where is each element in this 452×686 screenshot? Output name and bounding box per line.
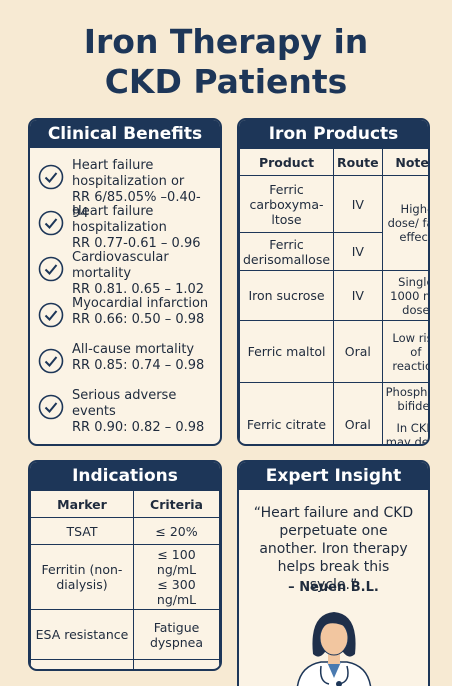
benefit-text: Myocardial infarction RR 0.66: 0.50 – 0.9…	[72, 296, 208, 328]
panel-title: Indications	[30, 462, 220, 490]
route: IV	[333, 232, 383, 271]
column-header: Marker	[30, 490, 134, 518]
criteria-cell: ≤ 100 ng/mL ≤ 300 ng/mL	[133, 544, 220, 610]
marker: Symptoms	[30, 659, 134, 669]
panel-title: Expert Insight	[239, 462, 428, 490]
benefit-label: Heart failure hospitalization	[72, 204, 167, 235]
title-line: CKD Patients	[104, 62, 348, 101]
indications-panel: Indications Marker Criteria TSAT ≤ 20% Ferri…	[28, 460, 222, 671]
benefit-item: Heart failure hospitalization or RR 6/85.…	[38, 158, 216, 222]
criterion: ≤ 100 ng/mL	[156, 547, 197, 577]
product-name: Iron sucrose	[239, 270, 335, 321]
indication-row: ESA resistance Fatigue dyspnea	[30, 609, 220, 660]
benefit-text: Cardiovascular mortality RR 0.81. 0.65 – …	[72, 250, 216, 298]
benefit-text: Heart failure hospitalization RR 0.77-0.6…	[72, 204, 216, 252]
check-icon	[38, 394, 64, 420]
benefit-label: All-cause mortality	[72, 342, 195, 357]
benefit-item: Cardiovascular mortality RR 0.81. 0.65 – …	[38, 250, 216, 298]
note: In CKD may delay dialyss	[385, 421, 429, 446]
benefit-item: All-cause mortality RR 0.85: 0.74 – 0.98	[38, 342, 216, 374]
panel-title: Iron Products	[239, 120, 428, 148]
marker: Ferritin (non-dialysis)	[30, 544, 134, 610]
note: Phosphate bifider	[385, 385, 430, 413]
benefit-stat: RR 0.66: 0.50 – 0.98	[72, 312, 205, 327]
product-row: Ferric citrateOralPhosphate bifider In CK…	[239, 382, 430, 446]
benefit-stat: RR 0.77-0.61 – 0.96	[72, 236, 201, 251]
notes-cell: Phosphate bifider In CKD may delay dialys…	[381, 382, 430, 446]
benefit-text: Heart failure hospitalization or RR 6/85.…	[72, 158, 216, 222]
panel-title: Clinical Benefits	[30, 120, 220, 148]
benefit-label: Serious adverse events	[72, 388, 177, 419]
benefit-label: Cardiovascular mortality	[72, 250, 169, 281]
header-row: ProductRouteNotes	[239, 148, 428, 176]
check-icon	[38, 164, 64, 190]
check-icon	[38, 210, 64, 236]
route: Oral	[333, 382, 383, 444]
criteria-cell	[133, 659, 220, 669]
products-panel: Iron Products ProductRouteNotesFerric ca…	[237, 118, 430, 446]
indication-row: Ferritin (non-dialysis) ≤ 100 ng/mL ≤ 300 …	[30, 544, 220, 610]
criteria-cell: ≤ 20%	[133, 517, 220, 545]
indication-row: TSAT ≤ 20%	[30, 517, 220, 545]
benefit-item: Heart failure hospitalization RR 0.77-0.6…	[38, 204, 216, 252]
benefit-label: Heart failure hospitalization or	[72, 158, 185, 189]
benefit-stat: RR 6/85.05% –0.40-94	[72, 190, 201, 221]
doctor-illustration	[296, 612, 372, 686]
check-icon	[38, 348, 64, 374]
header-row: Marker Criteria	[30, 490, 220, 518]
marker: ESA resistance	[30, 609, 134, 660]
criteria-cell: Fatigue dyspnea	[133, 609, 220, 660]
product-name: Ferric citrate	[239, 382, 335, 444]
benefits-panel: Clinical Benefits Heart failure hospital…	[28, 118, 222, 446]
notes-cell: High-dose/ fast effect	[381, 175, 430, 271]
products-table: ProductRouteNotesFerric carboxyma-ltoseI…	[239, 148, 430, 446]
route: IV	[333, 175, 383, 233]
note: Low risk of reaction	[392, 330, 428, 373]
insight-panel: Expert Insight “Heart failure and CKD pe…	[237, 460, 430, 686]
indications-table: Marker Criteria TSAT ≤ 20% Ferritin (non-dia…	[30, 490, 220, 669]
indication-row: Symptoms	[30, 659, 220, 669]
benefit-item: Myocardial infarction RR 0.66: 0.50 – 0.9…	[38, 296, 216, 328]
product-name: Ferric carboxyma-ltose	[239, 175, 335, 233]
note: Single 1000 mg dose	[390, 274, 430, 317]
author: – Neuen B.L.	[288, 580, 379, 595]
criterion: ≤ 20%	[155, 523, 198, 539]
benefit-stat: RR 0.85: 0.74 – 0.98	[72, 358, 205, 373]
product-row: Ferric derisomallose IV	[239, 232, 429, 271]
check-icon	[38, 256, 64, 282]
benefit-label: Myocardial infarction	[72, 296, 209, 311]
benefit-stat: RR 0.90: 0.82 – 0.98	[72, 420, 205, 435]
route: Oral	[333, 320, 383, 383]
marker: TSAT	[30, 517, 134, 545]
criterion: Fatigue dyspnea	[149, 619, 204, 650]
column-header: Criteria	[133, 490, 220, 518]
criterion: ≤ 300 ng/mL	[156, 577, 197, 607]
benefit-item: Serious adverse events RR 0.90: 0.82 – 0.…	[38, 388, 216, 436]
title-line: Iron Therapy in	[83, 22, 369, 61]
benefit-stat: RR 0.81. 0.65 – 1.02	[72, 282, 205, 297]
product-name: Ferric maltol	[239, 320, 335, 383]
note: High-dose/ fast effect	[387, 202, 430, 244]
benefit-text: All-cause mortality RR 0.85: 0.74 – 0.98	[72, 342, 204, 374]
benefit-text: Serious adverse events RR 0.90: 0.82 – 0.…	[72, 388, 216, 436]
product-name: Ferric derisomallose	[239, 232, 335, 271]
column-header: Route	[333, 148, 383, 176]
column-header: Notes	[381, 148, 428, 176]
check-icon	[38, 302, 64, 328]
notes-cell: Low risk of reaction	[381, 320, 428, 383]
column-header: Product	[239, 148, 335, 176]
route: IV	[333, 270, 383, 321]
quote: “Heart failure and CKD perpetuate one an…	[253, 505, 414, 593]
notes-cell: Single 1000 mg dose	[381, 270, 430, 321]
